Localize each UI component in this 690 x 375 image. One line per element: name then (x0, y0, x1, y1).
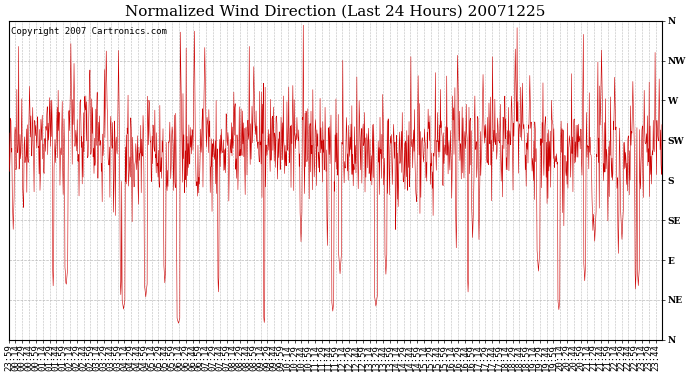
Title: Normalized Wind Direction (Last 24 Hours) 20071225: Normalized Wind Direction (Last 24 Hours… (125, 4, 546, 18)
Text: Copyright 2007 Cartronics.com: Copyright 2007 Cartronics.com (10, 27, 166, 36)
